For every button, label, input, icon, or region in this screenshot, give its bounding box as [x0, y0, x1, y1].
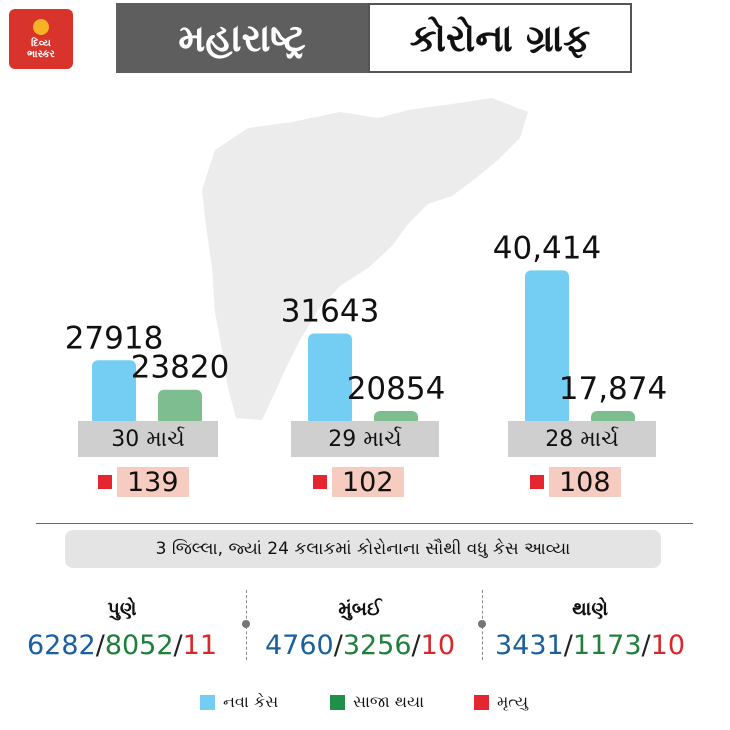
death-count-2: 102 [313, 467, 404, 498]
date-label-2: 29 માર્ચ [291, 421, 439, 457]
death-marker-icon [313, 475, 327, 489]
legend-swatch-icon [200, 694, 215, 710]
bar-recovered [158, 389, 202, 425]
stat-separator: / [411, 630, 421, 661]
death-value: 139 [117, 467, 189, 498]
bar-value-label: 31643 [281, 293, 380, 329]
legend-swatch-icon [330, 694, 345, 710]
divya-bhaskar-logo: દિવ્ય ભાસ્કર [9, 9, 73, 69]
district-new-cases: 3431 [494, 630, 564, 661]
sun-icon [33, 18, 49, 35]
legend-label: સાજા થયા [353, 692, 425, 711]
stat-separator: / [563, 630, 573, 661]
date-label-1: 30 માર્ચ [78, 421, 218, 457]
legend-recovered: સાજા થયા [330, 692, 424, 712]
district-thane: થાણે 3431/1173/10 [470, 598, 710, 661]
districts-title: 3 જિલ્લા, જ્યાં 24 કલાકમાં કોરોનાના સૌથી… [65, 530, 661, 568]
district-stats: 4760/3256/10 [240, 630, 480, 661]
legend-swatch-icon [474, 694, 489, 710]
bar-value-label: 23820 [131, 350, 230, 386]
legend-new-cases: નવા કેસ [200, 692, 278, 712]
separator-dot-icon [242, 620, 250, 628]
district-new-cases: 4760 [264, 630, 334, 661]
stat-separator: / [173, 630, 183, 661]
title-maharashtra: મહારાષ્ટ્ર [116, 3, 368, 73]
district-mumbai: મુંબઈ 4760/3256/10 [240, 598, 480, 661]
district-deaths: 10 [420, 630, 455, 661]
district-stats: 6282/8052/11 [2, 630, 242, 661]
district-stats: 3431/1173/10 [470, 630, 710, 661]
district-new-cases: 6282 [26, 630, 96, 661]
maharashtra-map-silhouette [202, 98, 528, 420]
separator-dot-icon [478, 620, 486, 628]
district-pune: પુણે 6282/8052/11 [2, 598, 242, 661]
legend-label: મૃત્યુ [497, 692, 529, 711]
section-divider [36, 523, 693, 524]
bar-new-cases [308, 333, 352, 425]
date-label-3: 28 માર્ચ [508, 421, 656, 457]
legend-label: નવા કેસ [223, 692, 279, 711]
death-marker-icon [530, 475, 544, 489]
death-count-3: 108 [530, 467, 621, 498]
bar-new-cases [92, 360, 136, 425]
bar-value-label: 40,414 [493, 230, 601, 266]
district-deaths: 10 [650, 630, 685, 661]
district-deaths: 11 [182, 630, 217, 661]
legend-deaths: મૃત્યુ [474, 692, 528, 712]
bar-value-label: 27918 [65, 320, 164, 356]
bar-value-label: 17,874 [559, 371, 667, 407]
stat-separator: / [641, 630, 651, 661]
title-corona-graph: કોરોના ગ્રાફ [368, 3, 632, 73]
district-name: મુંબઈ [338, 598, 382, 620]
district-name: પુણે [107, 598, 137, 620]
district-recovered: 8052 [104, 630, 174, 661]
logo-text: દિવ્ય ભાસ્કર [27, 37, 55, 60]
stat-separator: / [333, 630, 343, 661]
death-value: 102 [332, 467, 404, 498]
bar-chart: 27918 31643 40,414 23820 20854 17,874 [65, 230, 667, 425]
stat-separator: / [95, 630, 105, 661]
district-name: થાણે [572, 598, 608, 620]
death-count-1: 139 [98, 467, 189, 498]
death-value: 108 [549, 467, 621, 498]
bar-value-label: 20854 [347, 371, 446, 407]
bar-new-cases [525, 270, 569, 425]
district-recovered: 3256 [342, 630, 412, 661]
district-recovered: 1173 [572, 630, 642, 661]
death-marker-icon [98, 475, 112, 489]
